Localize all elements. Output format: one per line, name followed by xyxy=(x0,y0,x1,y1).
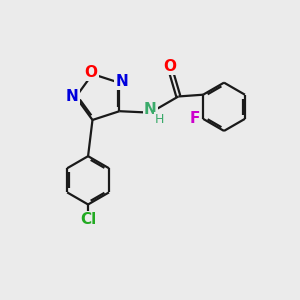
Text: N: N xyxy=(144,102,157,117)
Text: N: N xyxy=(66,89,79,104)
Text: O: O xyxy=(163,59,176,74)
Text: Cl: Cl xyxy=(80,212,96,227)
Text: O: O xyxy=(85,65,98,80)
Text: H: H xyxy=(155,112,164,126)
Text: F: F xyxy=(190,111,200,126)
Text: N: N xyxy=(116,74,128,89)
